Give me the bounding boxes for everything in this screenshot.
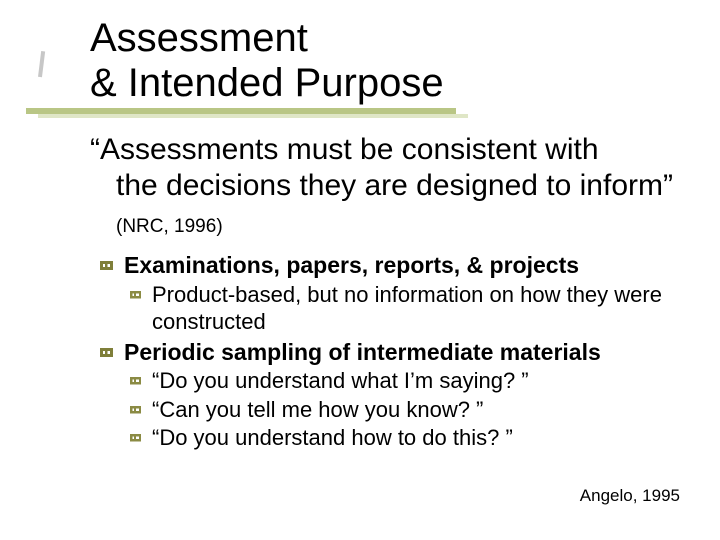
subbullet-text: “Can you tell me how you know? ”: [152, 397, 483, 422]
quote-rest: the decisions they are designed to infor…: [90, 168, 685, 241]
title-line-2: & Intended Purpose: [90, 61, 444, 105]
bullet-text: Examinations, papers, reports, & project…: [124, 252, 579, 278]
list-item: “Do you understand what I’m saying? ”: [128, 367, 685, 394]
list-item: Product-based, but no information on how…: [128, 281, 685, 336]
footer-citation: Angelo, 1995: [580, 486, 680, 506]
title-underline: [26, 108, 685, 118]
quote-rest-text: the decisions they are designed to infor…: [116, 169, 673, 202]
sub-list: “Do you understand what I’m saying? ” “C…: [124, 367, 685, 451]
subbullet-text: “Do you understand how to do this? ”: [152, 425, 513, 450]
list-item: Examinations, papers, reports, & project…: [96, 251, 685, 335]
quote-block: “Assessments must be consistent with the…: [90, 132, 685, 242]
bullet-text: Periodic sampling of intermediate materi…: [124, 339, 601, 365]
slide: Assessment & Intended Purpose “Assessmen…: [0, 0, 720, 540]
subbullet-text: “Do you understand what I’m saying? ”: [152, 368, 529, 393]
quote-citation: (NRC, 1996): [116, 216, 223, 237]
decorative-tick: [38, 51, 45, 77]
subbullet-text: Product-based, but no information on how…: [152, 282, 662, 334]
sub-list: Product-based, but no information on how…: [124, 281, 685, 336]
list-item: “Do you understand how to do this? ”: [128, 424, 685, 451]
slide-title: Assessment & Intended Purpose: [90, 16, 685, 106]
quote-line-1: “Assessments must be consistent with: [90, 133, 599, 166]
bullet-list: Examinations, papers, reports, & project…: [90, 251, 685, 451]
title-line-1: Assessment: [90, 16, 308, 60]
list-item: “Can you tell me how you know? ”: [128, 396, 685, 423]
underline-shadow: [38, 114, 468, 118]
list-item: Periodic sampling of intermediate materi…: [96, 338, 685, 452]
